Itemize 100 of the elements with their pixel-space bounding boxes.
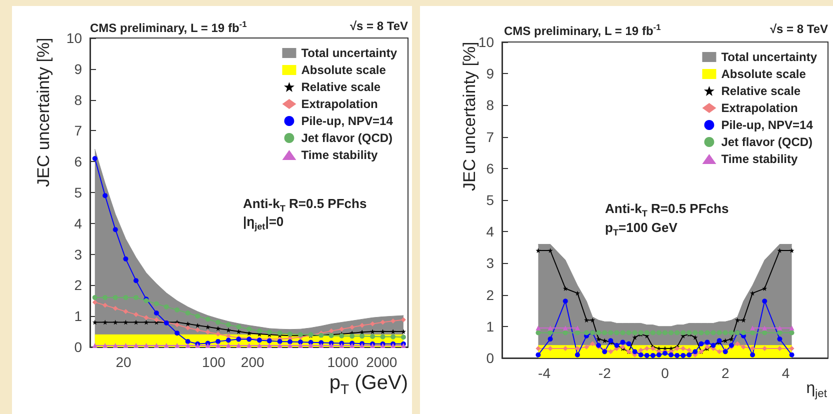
point [123, 342, 128, 348]
x-axis-title: p$_{T}$ (GeV) [329, 372, 408, 397]
point [112, 227, 118, 232]
point [777, 248, 782, 254]
point [216, 326, 221, 331]
point [134, 312, 139, 318]
point [668, 330, 674, 336]
point [236, 324, 242, 330]
point [789, 248, 794, 254]
point [144, 315, 149, 320]
point [328, 342, 334, 348]
point [644, 352, 650, 358]
point [692, 334, 698, 340]
point [154, 342, 159, 348]
point [185, 342, 190, 348]
legend-label: Absolute scale [301, 63, 386, 77]
text: √s = 8 TeV [770, 22, 828, 36]
point [144, 320, 149, 325]
point [370, 329, 376, 334]
point [626, 341, 632, 346]
point [740, 318, 746, 323]
point [574, 290, 580, 296]
point [548, 325, 553, 330]
point [236, 329, 242, 334]
point [216, 338, 221, 344]
legend-label: Extrapolation [301, 97, 378, 111]
point [216, 332, 221, 337]
point [112, 306, 118, 311]
point [608, 330, 614, 336]
point [370, 334, 376, 339]
point [123, 320, 128, 325]
point [716, 349, 722, 354]
point [632, 349, 638, 354]
point [256, 328, 262, 334]
y-tick-label: 5 [74, 184, 82, 200]
point [112, 295, 118, 300]
point [174, 322, 180, 328]
point [185, 321, 190, 326]
point [574, 330, 580, 336]
legend-label: Pile-up, NPV=14 [721, 118, 814, 132]
point [692, 349, 698, 354]
point [154, 301, 159, 306]
x-tick-label: -4 [538, 365, 551, 381]
legend-label: Jet flavor (QCD) [721, 135, 813, 149]
y-tick-label: 9 [74, 60, 82, 77]
point [750, 325, 756, 330]
point [102, 320, 108, 325]
point [174, 307, 180, 312]
point [656, 352, 662, 358]
point [777, 346, 782, 352]
y-tick-label: 4 [74, 215, 82, 232]
y-axis-title: JEC uncertainty [%] [34, 38, 54, 187]
point [216, 342, 221, 348]
point [205, 330, 210, 335]
point [638, 348, 644, 353]
point [728, 330, 734, 336]
point [102, 193, 108, 198]
point [92, 156, 98, 162]
point [164, 304, 169, 310]
point [536, 325, 541, 330]
point [650, 352, 656, 358]
point [608, 349, 614, 354]
point [92, 342, 98, 348]
point [777, 330, 782, 336]
point [638, 352, 644, 358]
y-tick-label: 9 [486, 66, 494, 82]
point [123, 308, 128, 314]
x-tick-label: 2 [721, 365, 730, 381]
y-tick-label: 4 [486, 224, 494, 240]
point [266, 342, 272, 348]
point [390, 329, 396, 334]
point [762, 325, 768, 330]
point [154, 317, 159, 322]
point [277, 338, 282, 344]
x-tick-label: 0 [661, 365, 670, 381]
point [789, 325, 794, 330]
point [590, 341, 596, 346]
annotation: p$_{T}$=100 GeV [605, 220, 678, 238]
y-tick-label: 1 [486, 318, 494, 334]
point [734, 318, 740, 323]
point [626, 330, 632, 336]
point [789, 346, 794, 352]
point [205, 324, 210, 330]
y-tick-label: 8 [486, 97, 494, 114]
point [400, 334, 406, 340]
point [123, 295, 128, 300]
y-tick-label: 2 [74, 277, 82, 294]
y-tick-label: 1 [74, 308, 82, 324]
point [574, 325, 580, 330]
point [674, 352, 680, 358]
point [698, 330, 704, 336]
point [380, 320, 386, 325]
y-tick-label: 2 [486, 286, 494, 303]
point [692, 330, 698, 336]
point [668, 352, 674, 358]
y-tick-label: 6 [74, 154, 82, 170]
y-tick-label: 7 [74, 122, 82, 139]
annotation: Anti-k$_{T}$ R=0.5 PFchs [243, 196, 367, 214]
point [740, 330, 746, 336]
point [226, 322, 231, 328]
